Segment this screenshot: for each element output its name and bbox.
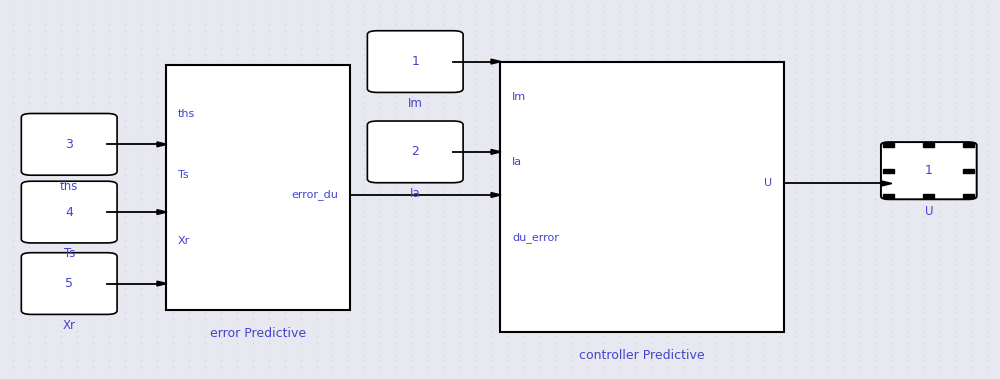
Polygon shape [157, 281, 167, 286]
Polygon shape [963, 143, 974, 147]
Text: controller Predictive: controller Predictive [579, 349, 705, 362]
Polygon shape [883, 143, 894, 147]
Text: ths: ths [60, 180, 78, 193]
Polygon shape [491, 59, 501, 64]
Text: ths: ths [178, 109, 195, 119]
FancyBboxPatch shape [500, 61, 784, 332]
Text: error Predictive: error Predictive [210, 327, 306, 340]
Text: Ia: Ia [512, 157, 522, 167]
FancyBboxPatch shape [21, 253, 117, 315]
Polygon shape [883, 194, 894, 198]
Text: 1: 1 [411, 55, 419, 68]
Text: Ia: Ia [410, 187, 421, 200]
Text: 4: 4 [65, 205, 73, 219]
Text: Im: Im [512, 92, 526, 102]
Text: Xr: Xr [178, 236, 190, 246]
Polygon shape [491, 193, 501, 197]
Text: error_du: error_du [292, 190, 338, 200]
FancyBboxPatch shape [166, 65, 350, 310]
Polygon shape [963, 194, 974, 198]
Polygon shape [963, 169, 974, 173]
Polygon shape [882, 181, 892, 186]
Polygon shape [157, 142, 167, 147]
Polygon shape [883, 169, 894, 173]
Polygon shape [923, 143, 934, 147]
Text: 1: 1 [925, 164, 933, 177]
FancyBboxPatch shape [367, 121, 463, 183]
Text: 5: 5 [65, 277, 73, 290]
Polygon shape [491, 149, 501, 154]
Text: du_error: du_error [512, 232, 559, 243]
FancyBboxPatch shape [367, 31, 463, 92]
Polygon shape [923, 194, 934, 198]
FancyBboxPatch shape [21, 181, 117, 243]
FancyBboxPatch shape [881, 142, 977, 199]
Text: 3: 3 [65, 138, 73, 151]
Text: Xr: Xr [63, 319, 76, 332]
FancyBboxPatch shape [21, 113, 117, 175]
Text: Ts: Ts [64, 247, 75, 260]
Text: Ts: Ts [178, 171, 189, 180]
Text: 2: 2 [411, 146, 419, 158]
Text: U: U [925, 205, 933, 218]
Polygon shape [157, 210, 167, 215]
Text: U: U [764, 179, 772, 188]
Text: Im: Im [408, 97, 423, 110]
